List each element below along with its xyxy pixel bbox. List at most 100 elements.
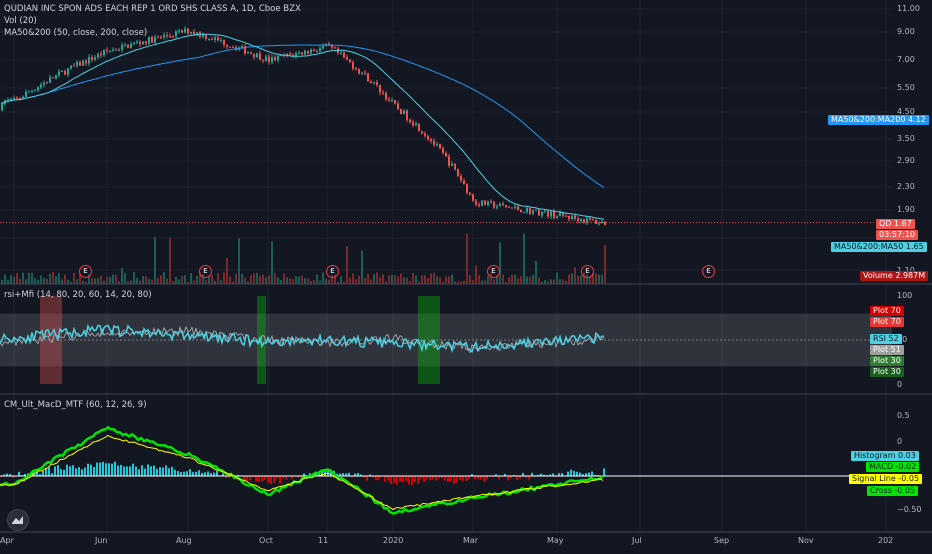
candle-body [361,72,363,74]
histogram-bar [279,476,281,484]
volume-bar [265,277,267,284]
volume-bar [427,277,429,284]
candle-body [433,141,435,145]
volume-bar [208,275,210,284]
histogram-bar [462,476,464,482]
logo-icon[interactable] [7,509,29,531]
histogram-bar [42,470,44,477]
candle-body [211,38,213,41]
candle-body [127,44,129,49]
volume-bar [445,276,447,284]
histogram-bar [270,476,272,485]
candle-body [484,200,486,206]
candle-body [265,56,267,61]
volume-bar [346,246,348,284]
rsi-bands [0,296,892,384]
histogram-bar [222,473,224,477]
volume-bar [385,281,387,284]
histogram-bar [144,468,146,477]
volume-bar [364,277,366,284]
candle-body [121,44,123,50]
earnings-marker[interactable]: E [702,265,715,278]
histogram-bar [48,467,50,477]
candle-body [595,219,597,224]
earnings-marker[interactable]: E [326,265,339,278]
ma200-tag: MA50&200:MA200 4.12 [828,115,929,125]
candle-body [352,62,354,69]
histogram-bar [300,476,302,478]
candle-body [454,163,456,170]
candle-body [139,41,141,45]
histogram-bar [171,466,173,477]
candle-body [379,84,381,93]
rsi-label: rsi+Mfi (14, 80, 20, 60, 14, 20, 80) [4,290,152,300]
volume-bar [559,279,561,284]
histogram-bar [132,463,134,477]
volume-bar [442,281,444,284]
candle-body [214,37,216,41]
volume-bar [145,276,147,284]
histogram-bar [114,461,116,477]
histogram-bar [186,471,188,477]
volume-bar [460,281,462,284]
earnings-marker[interactable]: E [79,265,92,278]
candle-body [427,135,429,140]
signal-line [0,434,604,511]
candle-body [34,90,36,92]
volume-bar [529,276,531,284]
volume-bar [502,274,504,284]
earnings-marker[interactable]: E [199,265,212,278]
candle-body [16,97,18,99]
candle-body [547,210,549,217]
volume-bar [334,274,336,284]
volume-bar [172,280,174,284]
histogram-bar [102,461,104,477]
candle-body [589,218,591,220]
ma200-line [0,44,605,189]
volume-bar [43,278,45,284]
volume-bar [466,233,468,284]
candle-body [55,75,57,79]
volume-bar [373,274,375,284]
volume-bar [448,276,450,284]
candle-body [277,55,279,61]
histogram-bar [96,462,98,477]
volume-bar [487,275,489,284]
volume-bar [586,274,588,284]
candle-body [310,49,312,54]
histogram-bar [93,467,95,477]
price-tick: 1.10 [897,266,915,275]
volume-bar [481,280,483,284]
histogram-bar [486,476,488,480]
x-tick: Aug [176,536,192,545]
volume-bar [598,274,600,284]
candle-body [598,223,600,225]
candle-body [52,77,54,79]
histogram-bar [225,476,227,479]
candle-body [112,49,114,51]
histogram-bar [18,471,20,477]
volume-bar [367,273,369,284]
x-tick: Apr [0,536,14,545]
candle-body [193,31,195,35]
candle-body [220,39,222,41]
candle-body [514,206,516,208]
histogram-bar [426,476,428,480]
histogram-bar [579,472,581,477]
histogram-bar [138,469,140,477]
volume-bar [310,281,312,284]
candle-body [463,180,465,185]
histogram-bar [558,473,560,477]
candle-body [202,34,204,37]
earnings-marker[interactable]: E [487,265,500,278]
volume-bar [454,281,456,284]
volume-bar [190,273,192,284]
candle-body [376,82,378,85]
histogram-bar [228,476,230,478]
earnings-marker[interactable]: E [581,265,594,278]
price-tick: 5.50 [897,83,915,92]
volume-bar [202,274,204,284]
histogram-bar [84,467,86,477]
volume-bar [337,281,339,284]
volume-bar [187,281,189,284]
